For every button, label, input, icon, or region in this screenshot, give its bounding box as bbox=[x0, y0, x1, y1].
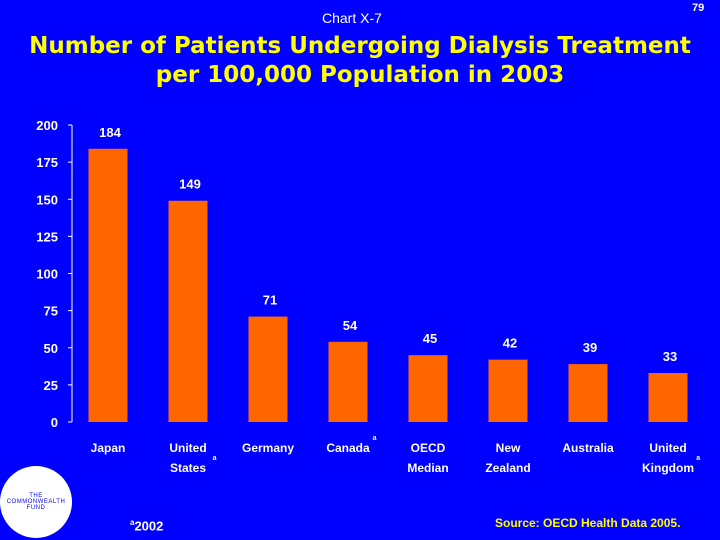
x-tick-label: States bbox=[170, 461, 206, 475]
y-tick-label: 175 bbox=[36, 155, 58, 170]
data-label: 39 bbox=[583, 340, 597, 355]
data-label: 42 bbox=[503, 336, 517, 351]
bar bbox=[248, 316, 288, 422]
bar bbox=[328, 341, 368, 422]
x-tick-label: Australia bbox=[562, 441, 614, 455]
bar bbox=[408, 355, 448, 422]
title-line-1: Number of Patients Undergoing Dialysis T… bbox=[29, 33, 691, 59]
bar bbox=[568, 364, 608, 422]
title-line-2: per 100,000 Population in 2003 bbox=[155, 62, 565, 88]
y-tick-label: 0 bbox=[51, 415, 58, 430]
footnote-text: 2002 bbox=[134, 518, 164, 534]
x-tick-label: Kingdom bbox=[642, 461, 694, 475]
footnote-marker: a bbox=[130, 518, 135, 527]
logo-line-3: FUND bbox=[26, 505, 46, 511]
commonwealth-fund-logo: THE COMMONWEALTH FUND bbox=[0, 466, 72, 538]
x-tick-label: New bbox=[496, 441, 521, 455]
x-tick-label: United bbox=[649, 441, 686, 455]
page-number: 79 bbox=[692, 2, 705, 14]
data-label: 54 bbox=[343, 318, 358, 333]
data-label: 45 bbox=[423, 331, 437, 346]
x-tick-marker: a bbox=[696, 455, 700, 462]
logo-line-2: COMMONWEALTH bbox=[6, 499, 66, 505]
bar bbox=[88, 148, 128, 422]
data-label: 184 bbox=[99, 125, 121, 140]
bar bbox=[168, 200, 208, 422]
y-tick-label: 150 bbox=[36, 192, 58, 207]
source-note: Source: OECD Health Data 2005. bbox=[495, 516, 681, 530]
bar bbox=[488, 359, 528, 422]
logo-line-1: THE bbox=[29, 493, 43, 499]
x-tick-label: United bbox=[169, 441, 206, 455]
y-tick-label: 25 bbox=[44, 378, 58, 393]
x-tick-label: Japan bbox=[91, 441, 126, 455]
x-tick-marker: a bbox=[373, 435, 377, 442]
page-title: Number of Patients Undergoing Dialysis T… bbox=[0, 32, 720, 90]
x-tick-label: Germany bbox=[242, 441, 294, 455]
data-label: 33 bbox=[663, 349, 677, 364]
x-tick-label: Zealand bbox=[485, 461, 530, 475]
y-tick-label: 75 bbox=[44, 304, 58, 319]
y-tick-label: 100 bbox=[36, 267, 58, 282]
footnote: a2002 bbox=[130, 518, 163, 533]
x-tick-marker: a bbox=[213, 455, 217, 462]
data-label: 149 bbox=[179, 177, 201, 192]
chart-label: Chart X-7 bbox=[322, 10, 382, 26]
y-tick-label: 200 bbox=[36, 118, 58, 133]
y-tick-label: 125 bbox=[36, 229, 58, 244]
x-tick-label: Canada bbox=[326, 441, 370, 455]
x-tick-label: OECD bbox=[411, 441, 446, 455]
data-label: 71 bbox=[263, 293, 277, 308]
x-tick-label: Median bbox=[407, 461, 448, 475]
bar bbox=[648, 372, 688, 422]
y-tick-label: 50 bbox=[44, 341, 58, 356]
